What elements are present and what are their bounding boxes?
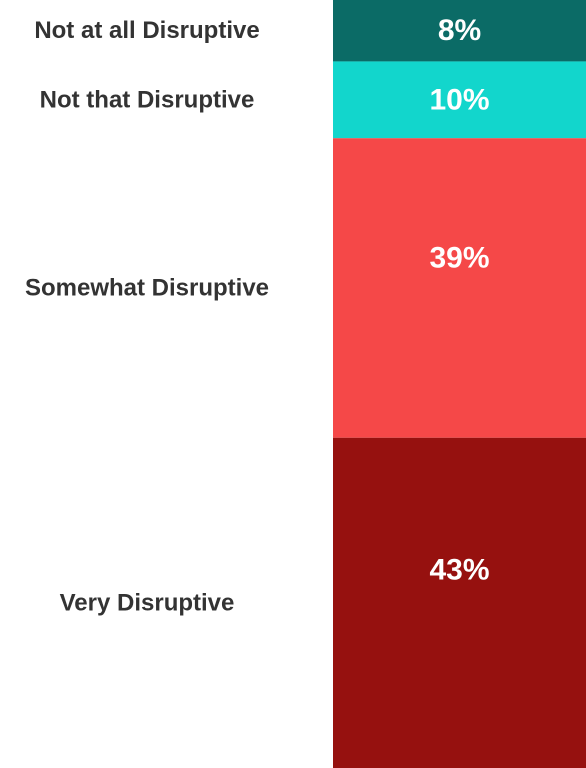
value-label-not-that-disruptive: 10%	[429, 83, 489, 116]
value-label-somewhat-disruptive: 39%	[429, 242, 489, 275]
bar-segment-not-at-all-disruptive	[333, 0, 586, 62]
category-label-somewhat-disruptive: Somewhat Disruptive	[25, 275, 269, 302]
category-label-not-that-disruptive: Not that Disruptive	[40, 86, 255, 113]
bar-segment-somewhat-disruptive	[333, 138, 586, 438]
value-label-very-disruptive: 43%	[429, 553, 489, 586]
category-labels: Not at all Disruptive Not that Disruptive…	[25, 17, 269, 616]
bar-segments	[333, 0, 586, 768]
category-label-not-at-all-disruptive: Not at all Disruptive	[34, 17, 259, 44]
bar-segment-not-that-disruptive	[333, 61, 586, 139]
bar-segment-very-disruptive	[333, 437, 586, 768]
value-label-not-at-all-disruptive: 8%	[438, 14, 481, 47]
category-label-very-disruptive: Very Disruptive	[60, 589, 235, 616]
value-labels: 8% 10% 39% 43%	[429, 14, 489, 586]
